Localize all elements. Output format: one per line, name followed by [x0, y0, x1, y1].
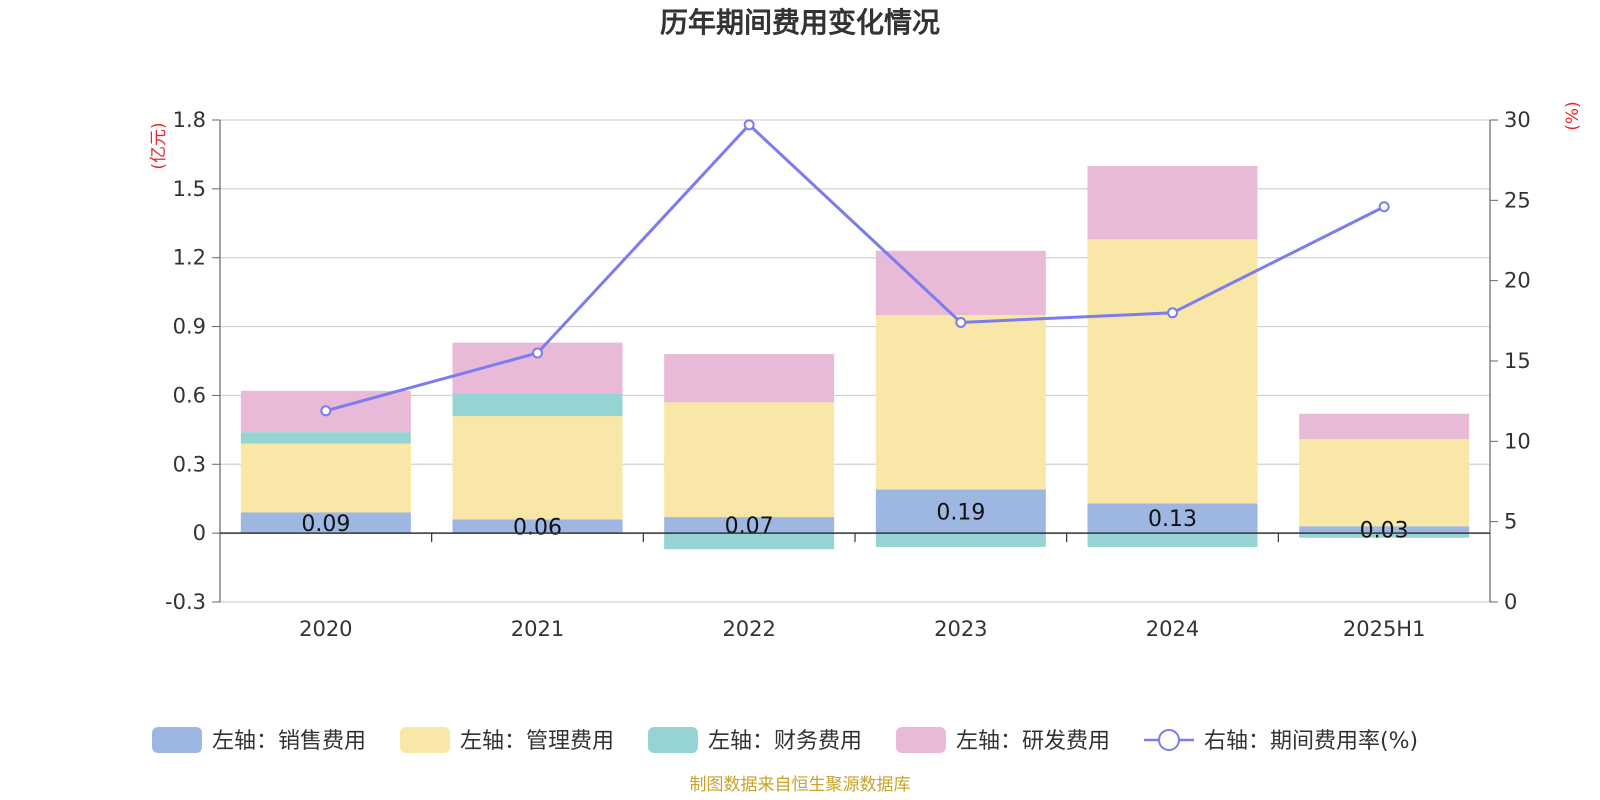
bar-左轴：财务费用-2022	[664, 533, 835, 550]
bar-左轴：销售费用-2023	[875, 489, 1046, 534]
bar-左轴：销售费用-2025H1	[1299, 526, 1470, 534]
y-left-tick-label: 0.9	[173, 315, 206, 339]
bar-左轴：财务费用-2020	[240, 432, 411, 444]
y-left-tick-labels: -0.3 0 0.3 0.6 0.9 1.2 1.5 1.8	[165, 108, 206, 614]
y-right-tick-label: 30	[1504, 108, 1531, 132]
bar-labels: 0.09 0.06 0.070.19 0.13 0.03	[301, 500, 1408, 543]
bar-value-label: 0.06	[513, 515, 562, 540]
legend-label: 左轴：管理费用	[460, 729, 614, 754]
y-left-tick-label: 1.8	[173, 108, 206, 132]
bar-左轴：研发费用-2025H1	[1299, 413, 1470, 440]
bar-左轴：销售费用-2021	[452, 519, 623, 534]
legend-swatch	[152, 727, 202, 753]
source-note: 制图数据来自恒生聚源数据库	[690, 775, 911, 795]
legend-item[interactable]: 左轴：研发费用	[896, 727, 1110, 754]
y-right-tick-label: 10	[1504, 429, 1531, 453]
y-right-unit: (%)	[1563, 101, 1583, 130]
bar-左轴：管理费用-2025H1	[1299, 439, 1470, 527]
bar-左轴：管理费用-2021	[452, 416, 623, 520]
bar-左轴：研发费用-2022	[664, 354, 835, 403]
y-right-tick-labels: 0 5 10 15 20 25 30	[1504, 108, 1531, 614]
x-tick-label: 2022	[722, 617, 775, 641]
bar-左轴：销售费用-2024	[1087, 503, 1258, 534]
legend-item[interactable]: 左轴：销售费用	[152, 727, 366, 754]
legend-label: 左轴：财务费用	[708, 729, 862, 754]
x-tick-label: 2021	[511, 617, 564, 641]
y-right-tick-label: 5	[1504, 510, 1517, 534]
y-left-tick-label: 0.6	[173, 383, 206, 407]
legend-swatch	[896, 727, 946, 753]
bar-左轴：财务费用-2021	[452, 393, 623, 417]
y-left-tick-label: 0.3	[173, 452, 206, 476]
y-right-tick-label: 25	[1504, 188, 1531, 212]
y-right-tick-label: 20	[1504, 269, 1531, 293]
y-left-tick-label: 1.5	[173, 177, 206, 201]
legend-item[interactable]: 左轴：财务费用	[648, 727, 862, 754]
y-right-tick-label: 15	[1504, 349, 1531, 373]
legend: 左轴：销售费用 左轴：管理费用 左轴：财务费用 左轴：研发费用 右轴：期间费用率(%)	[152, 727, 1418, 754]
legend-swatch	[400, 727, 450, 753]
rate-point	[743, 119, 755, 131]
chart-title: 历年期间费用变化情况	[660, 6, 940, 39]
legend-item[interactable]: 左轴：管理费用	[400, 727, 614, 754]
x-tick-label: 2020	[299, 617, 352, 641]
x-tick-label: 2023	[934, 617, 987, 641]
bar-value-label: 0.19	[936, 500, 985, 525]
rate-point	[955, 316, 967, 328]
bar-series	[240, 165, 1470, 550]
grid-lines	[212, 119, 1498, 603]
y-left-tick-label: 1.2	[173, 246, 206, 270]
line-series	[320, 119, 1390, 417]
rate-point	[1167, 307, 1178, 319]
x-tick-label: 2024	[1146, 617, 1199, 641]
rate-point	[1378, 201, 1390, 213]
bar-左轴：财务费用-2023	[875, 533, 1046, 547]
bar-左轴：研发费用-2024	[1087, 165, 1258, 240]
rate-point	[532, 347, 543, 359]
bar-value-label: 0.07	[725, 514, 774, 539]
bar-左轴：财务费用-2024	[1087, 533, 1258, 547]
legend-item[interactable]: 右轴：期间费用率(%)	[1144, 729, 1418, 754]
y-left-tick-label: -0.3	[165, 590, 206, 614]
axes	[219, 120, 1491, 602]
bar-左轴：销售费用-2022	[664, 517, 835, 534]
bar-左轴：管理费用-2023	[875, 315, 1046, 490]
bar-value-label: 0.13	[1148, 507, 1197, 532]
legend-label: 右轴：期间费用率(%)	[1204, 729, 1418, 754]
y-left-unit: (亿元)	[149, 122, 169, 169]
legend-swatch-marker	[1158, 729, 1180, 751]
legend-label: 左轴：销售费用	[212, 729, 366, 754]
bar-左轴：销售费用-2020	[240, 512, 411, 534]
bar-左轴：管理费用-2024	[1087, 239, 1258, 504]
legend-label: 左轴：研发费用	[956, 729, 1110, 754]
bar-左轴：管理费用-2022	[664, 402, 835, 518]
y-right-tick-label: 0	[1504, 590, 1517, 614]
y-left-tick-label: 0	[193, 521, 206, 545]
bar-左轴：管理费用-2020	[240, 443, 411, 513]
rate-point	[320, 405, 332, 417]
x-tick-labels: 2020 2021 2022 2023 2024 2025H1	[299, 617, 1425, 641]
legend-swatch	[648, 727, 698, 753]
bar-value-label: 0.03	[1360, 519, 1409, 544]
bar-左轴：研发费用-2023	[875, 250, 1046, 316]
x-tick-label: 2025H1	[1343, 617, 1426, 641]
rate-line	[325, 122, 1385, 413]
bar-左轴：财务费用-2025H1	[1299, 533, 1470, 538]
